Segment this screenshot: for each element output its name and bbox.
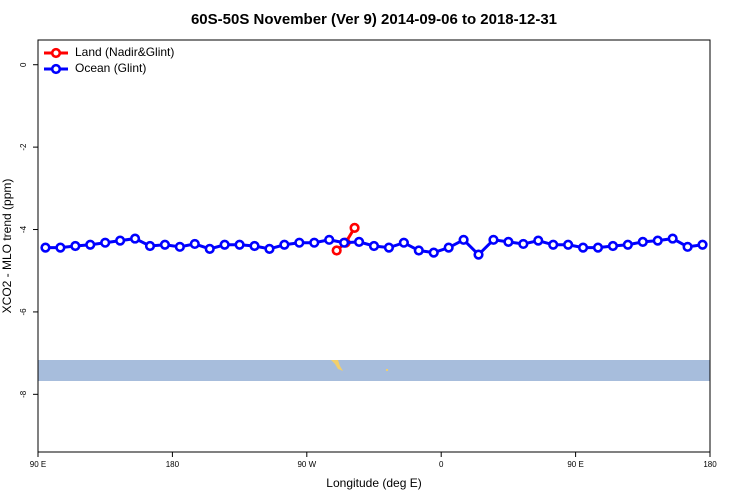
data-point [349,222,360,233]
data-point [518,238,529,250]
y-tick-label: -2 [19,143,28,151]
map-strip [38,360,710,381]
data-point [607,240,619,252]
data-point [55,242,66,253]
y-tick-label: 0 [19,62,28,67]
data-point [413,245,424,256]
data-point [652,235,663,246]
data-point [353,236,365,247]
data-point [697,239,708,250]
data-point [667,233,678,244]
data-point [533,235,544,246]
data-point [563,239,574,250]
plot-frame [37,39,711,453]
map-land [331,360,343,371]
plot-area: 90 E 180 90 W 0 90 E 180 0 -2 -4 -6 -8 Land (Nadir&… [19,45,717,469]
data-point [204,243,215,254]
data-point [264,243,275,254]
legend-marker [50,63,62,75]
x-tick-label: 180 [703,460,717,469]
y-tick-label: -6 [19,308,28,316]
data-point [503,236,514,247]
data-point [428,247,439,258]
data-point [309,237,320,248]
y-tick-label: -4 [19,225,28,233]
map-land [386,369,388,371]
x-tick-label: 180 [166,460,180,469]
data-point [458,234,469,245]
data-point [443,242,454,253]
y-tick-label: -8 [19,390,28,398]
x-axis-label: Longitude (deg E) [326,476,421,490]
data-point [339,237,350,248]
data-point [85,239,96,250]
x-tick-label: 90 E [567,460,583,469]
data-point [279,239,290,250]
x-tick-label: 90 E [30,460,46,469]
data-point [473,249,484,260]
data-point [622,239,633,250]
data-point [398,237,409,248]
data-point [100,237,111,248]
data-point [70,240,81,252]
data-point [234,239,245,250]
data-point [682,241,693,252]
data-point [189,238,200,250]
data-point [129,233,141,244]
data-point [159,239,171,250]
data-point [144,240,156,252]
data-point [592,242,604,253]
legend-label: Land (Nadir&Glint) [75,45,174,59]
data-point [488,234,499,245]
legend-marker [50,47,62,59]
data-point [249,240,260,252]
data-point [174,241,185,252]
data-point [577,242,589,253]
data-point [331,245,342,256]
data-point [637,236,648,247]
data-point [115,235,126,246]
data-point [324,234,335,245]
data-point [548,239,559,250]
y-axis-label: XCO2 - MLO trend (ppm) [0,179,14,314]
data-point [383,242,395,253]
chart-title: 60S-50S November (Ver 9) 2014-09-06 to 2… [191,11,557,28]
legend-label: Ocean (Glint) [75,61,146,75]
x-tick-label: 90 W [297,460,316,469]
data-point [40,242,51,253]
data-point [294,237,305,248]
data-point [368,240,380,252]
x-tick-label: 0 [439,460,444,469]
data-point [219,239,230,250]
